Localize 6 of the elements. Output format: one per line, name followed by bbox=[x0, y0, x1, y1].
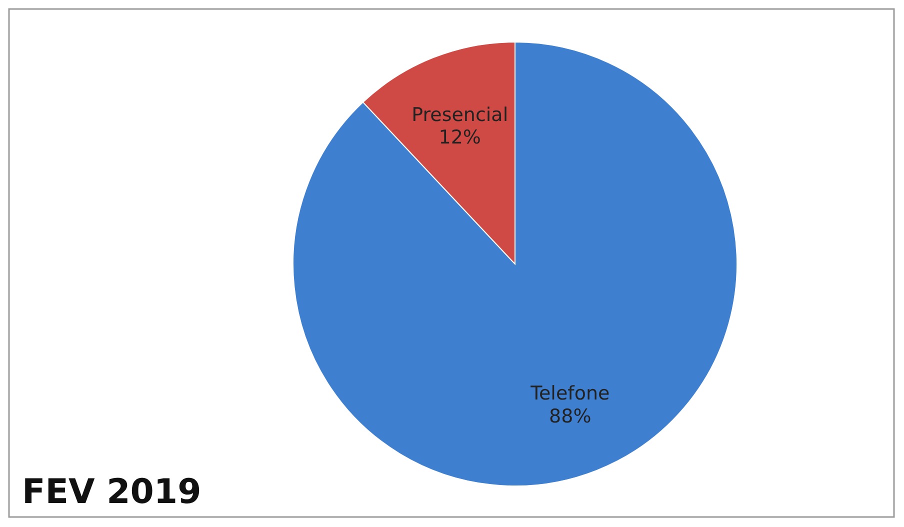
slice-label: Presencial bbox=[412, 104, 508, 126]
slice-label: Telefone bbox=[530, 382, 610, 405]
data-label: 88% bbox=[549, 405, 592, 428]
data-label: 12% bbox=[438, 126, 481, 149]
pie-slice bbox=[292, 42, 738, 486]
text: FEV 2019 bbox=[22, 472, 202, 512]
